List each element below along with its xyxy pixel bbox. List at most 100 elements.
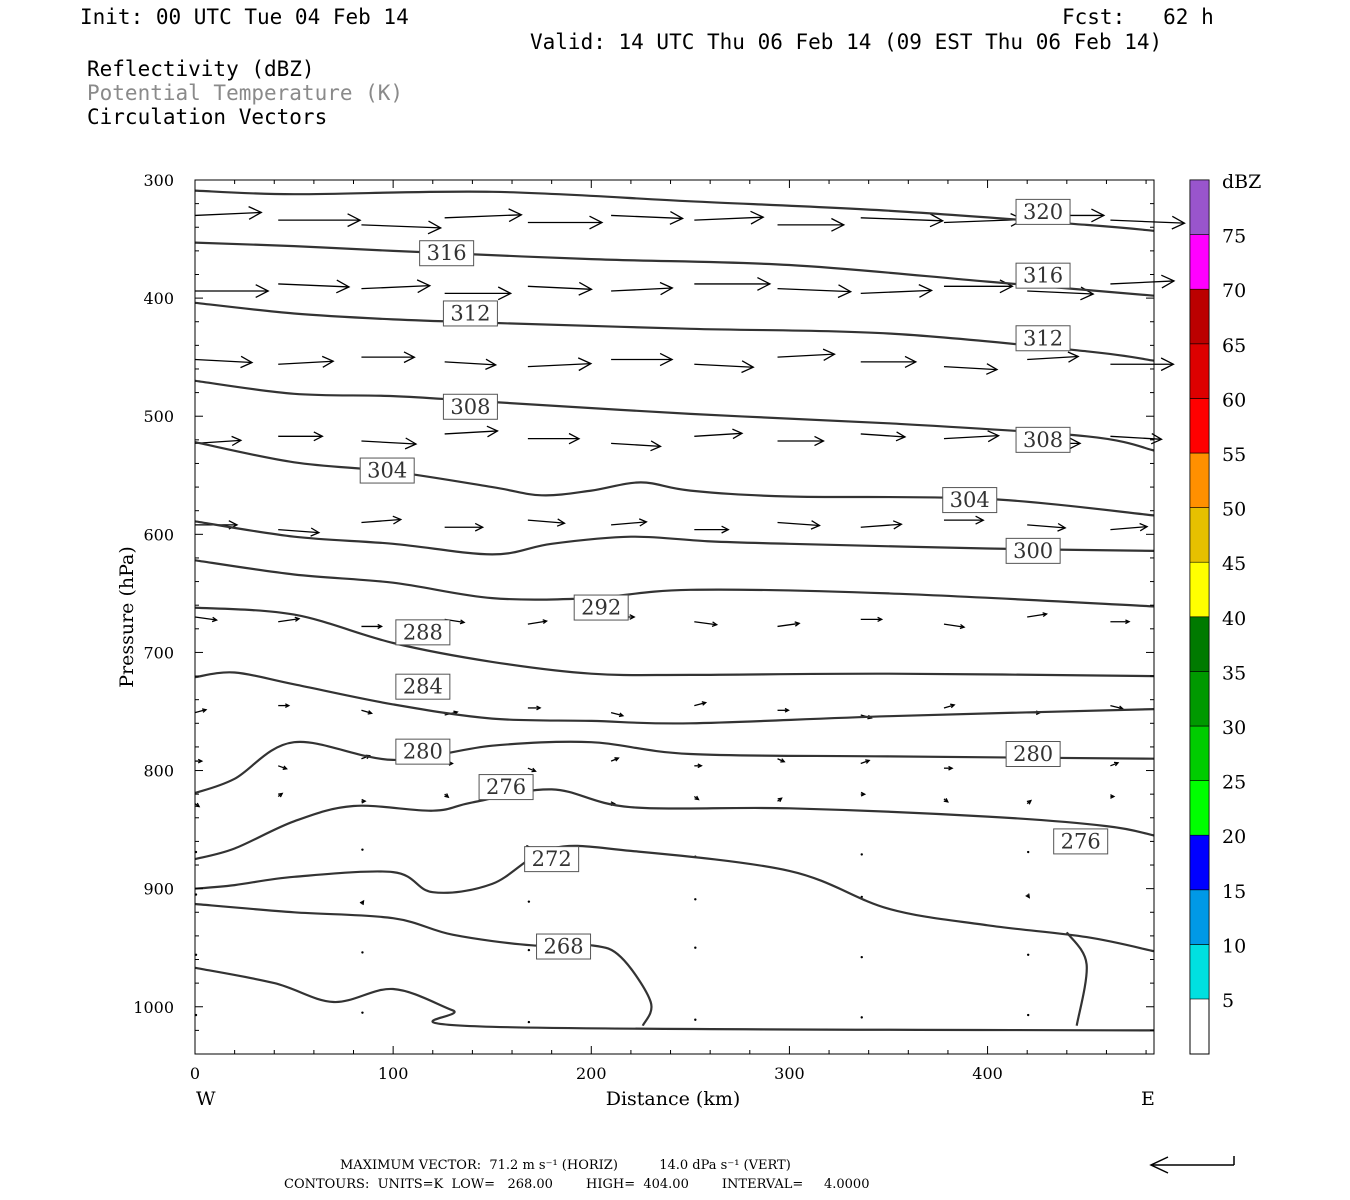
circulation-vector-head [444,793,450,799]
contour-label-box [395,619,451,646]
circulation-vector [777,622,800,628]
theta-contour-272 [1065,931,1088,1026]
colorbar-level-label: 10 [1222,935,1246,957]
circulation-vector-head [1110,794,1116,799]
maximum-vector-note: MAXIMUM VECTOR: 71.2 m s⁻¹ (HORIZ) 14.0 … [340,1158,791,1173]
colorbar-level-label: 75 [1222,226,1246,248]
contour-label-box [1015,426,1071,453]
circulation-vector [361,709,372,714]
circulation-vector-head [860,791,867,797]
circulation-vector [860,289,932,295]
circulation-vector [611,287,673,292]
vector-dot [527,1020,531,1024]
colorbar-swatch [1189,343,1210,399]
contour-label-box [1053,828,1109,855]
circulation-vector-head [904,355,918,368]
circulation-vector-head [359,899,365,906]
circulation-vector-head [794,621,801,627]
contour-label-box [395,673,451,700]
colorbar-swatch [1189,234,1210,290]
circulation-vector-head [240,355,254,369]
circulation-vector [694,216,764,221]
circulation-vector [361,440,417,445]
contour-label: 316 [427,241,467,265]
circulation-vector-head [669,211,685,225]
field-label-reflectivity: Reflectivity (dBZ) [87,57,315,81]
circulation-vector-head [777,797,783,803]
circulation-vector-head [211,616,219,623]
plot-frame [194,179,1155,1055]
y-tick-label: 1000 [133,998,174,1017]
y-tick-label: 700 [143,643,174,662]
circulation-vector [278,765,287,770]
circulation-vector-head [403,351,416,364]
circulation-vector [194,616,217,621]
y-tick-label: 300 [143,171,174,190]
east-end-label: E [1141,1088,1155,1110]
circulation-vector-head [757,277,772,291]
colorbar-level-label: 35 [1222,662,1246,684]
circulation-vector-head [201,708,208,713]
circulation-vector-head [589,215,604,230]
circulation-vector [194,358,253,364]
y-axis-ticks: 300 400 500 600 700 800 900 1000 [133,171,1154,1055]
circulation-vector [694,701,706,707]
contour-label-box [1015,262,1071,289]
circulation-vector [361,285,430,290]
contour-label: 276 [1061,829,1101,853]
contour-label-box [359,457,415,484]
circulation-vector-head [1171,215,1186,230]
circulation-vector-head [987,430,1001,443]
circulation-vector [444,430,498,435]
circulation-vector-head [197,758,204,764]
circulation-vector-head [948,765,954,771]
circulation-vector-head [810,520,821,530]
circulation-vector-head [1057,522,1067,532]
vector-dot [361,951,364,954]
circulation-vector-head [278,792,284,798]
circulation-vector [1027,613,1047,618]
theta-contour-296 [194,559,1155,608]
circulation-vector-head [1091,208,1106,223]
circulation-vector [361,224,441,229]
circulation-vector [943,365,998,371]
circulation-vector-head [659,352,674,367]
colorbar-title: dBZ [1222,171,1261,193]
theta-contour-304 [194,441,1155,517]
contour-label: 276 [486,775,526,799]
colorbar-swatch [1189,398,1210,454]
circulation-vector-head [837,284,853,299]
circulation-vector [194,709,207,714]
circulation-vector [278,360,334,365]
y-tick-label: 800 [143,762,174,781]
circulation-vector-head [618,712,625,718]
circulation-vector-head [614,757,620,762]
circulation-vector [1110,525,1148,531]
contour-label-box [942,487,998,514]
circulation-vector [278,283,350,288]
colorbar-level-label: 50 [1222,499,1246,521]
circulation-vector-head [975,515,985,525]
circulation-vector-head [697,763,703,769]
colorbar-level-label: 30 [1222,717,1246,739]
contour-label: 268 [543,935,583,959]
contour-label-box [524,846,580,873]
circulation-vector [1110,219,1185,224]
contour-label: 292 [581,596,621,620]
circulation-vector [694,363,754,368]
y-tick-label: 400 [143,289,174,308]
x-axis-ticks: 0 100 200 300 400 [190,180,1147,1083]
circulation-vector-head [831,217,846,232]
circulation-vector-head [485,358,498,370]
circulation-vector-head [721,525,730,534]
circulation-vector-head [427,220,443,235]
contour-label-box [395,738,451,765]
contour-label-box [1015,198,1071,225]
circulation-vector-head [711,621,719,628]
circulation-vector [860,759,870,765]
west-end-label: W [196,1088,216,1110]
circulation-vector-head [784,707,790,713]
colorbar-level-label: 5 [1222,990,1234,1012]
circulation-vector-head [536,705,542,711]
circulation-vector-head [508,208,523,223]
